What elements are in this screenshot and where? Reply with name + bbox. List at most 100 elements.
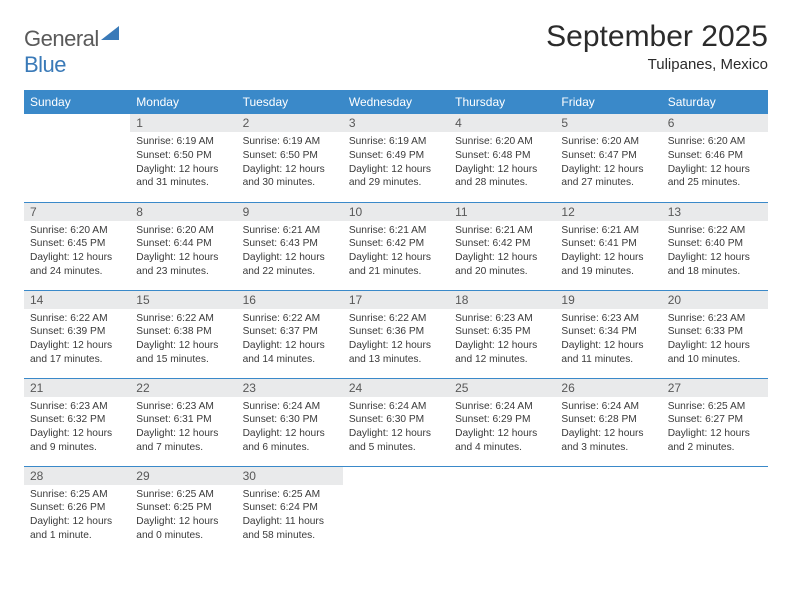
day-number-bar: 14 xyxy=(24,291,130,309)
sunrise-line: Sunrise: 6:23 AM xyxy=(668,312,762,326)
sunrise-line: Sunrise: 6:23 AM xyxy=(136,400,230,414)
day-detail: Sunrise: 6:24 AMSunset: 6:28 PMDaylight:… xyxy=(555,397,661,461)
daylight-line: Daylight: 12 hours and 14 minutes. xyxy=(243,339,337,367)
sunrise-line: Sunrise: 6:20 AM xyxy=(668,135,762,149)
day-number-bar xyxy=(24,114,130,132)
day-number-bar xyxy=(662,467,768,485)
sunrise-line: Sunrise: 6:24 AM xyxy=(243,400,337,414)
sunset-line: Sunset: 6:25 PM xyxy=(136,501,230,515)
sunrise-line: Sunrise: 6:24 AM xyxy=(349,400,443,414)
day-number-bar: 8 xyxy=(130,203,236,221)
calendar-cell: 10Sunrise: 6:21 AMSunset: 6:42 PMDayligh… xyxy=(343,202,449,290)
sunset-line: Sunset: 6:44 PM xyxy=(136,237,230,251)
calendar-cell: 30Sunrise: 6:25 AMSunset: 6:24 PMDayligh… xyxy=(237,466,343,554)
day-number-bar: 25 xyxy=(449,379,555,397)
sunset-line: Sunset: 6:35 PM xyxy=(455,325,549,339)
daylight-line: Daylight: 12 hours and 22 minutes. xyxy=(243,251,337,279)
sunrise-line: Sunrise: 6:20 AM xyxy=(30,224,124,238)
day-number-bar: 10 xyxy=(343,203,449,221)
sunrise-line: Sunrise: 6:21 AM xyxy=(349,224,443,238)
day-number-bar: 7 xyxy=(24,203,130,221)
day-detail: Sunrise: 6:22 AMSunset: 6:37 PMDaylight:… xyxy=(237,309,343,373)
sunrise-line: Sunrise: 6:22 AM xyxy=(243,312,337,326)
day-detail: Sunrise: 6:22 AMSunset: 6:38 PMDaylight:… xyxy=(130,309,236,373)
calendar-row: 21Sunrise: 6:23 AMSunset: 6:32 PMDayligh… xyxy=(24,378,768,466)
weekday-header: Friday xyxy=(555,90,661,114)
sunset-line: Sunset: 6:34 PM xyxy=(561,325,655,339)
calendar-cell: 24Sunrise: 6:24 AMSunset: 6:30 PMDayligh… xyxy=(343,378,449,466)
calendar-row: 14Sunrise: 6:22 AMSunset: 6:39 PMDayligh… xyxy=(24,290,768,378)
day-number-bar: 4 xyxy=(449,114,555,132)
sunrise-line: Sunrise: 6:19 AM xyxy=(243,135,337,149)
daylight-line: Daylight: 12 hours and 0 minutes. xyxy=(136,515,230,543)
calendar-cell: 15Sunrise: 6:22 AMSunset: 6:38 PMDayligh… xyxy=(130,290,236,378)
day-detail: Sunrise: 6:23 AMSunset: 6:35 PMDaylight:… xyxy=(449,309,555,373)
sunrise-line: Sunrise: 6:21 AM xyxy=(455,224,549,238)
day-detail: Sunrise: 6:25 AMSunset: 6:25 PMDaylight:… xyxy=(130,485,236,549)
daylight-line: Daylight: 12 hours and 15 minutes. xyxy=(136,339,230,367)
daylight-line: Daylight: 12 hours and 24 minutes. xyxy=(30,251,124,279)
sunset-line: Sunset: 6:42 PM xyxy=(455,237,549,251)
day-number-bar: 15 xyxy=(130,291,236,309)
sunrise-line: Sunrise: 6:21 AM xyxy=(561,224,655,238)
sunrise-line: Sunrise: 6:25 AM xyxy=(243,488,337,502)
daylight-line: Daylight: 12 hours and 19 minutes. xyxy=(561,251,655,279)
calendar-cell xyxy=(449,466,555,554)
day-number-bar: 22 xyxy=(130,379,236,397)
calendar-cell: 29Sunrise: 6:25 AMSunset: 6:25 PMDayligh… xyxy=(130,466,236,554)
sunrise-line: Sunrise: 6:22 AM xyxy=(30,312,124,326)
daylight-line: Daylight: 12 hours and 13 minutes. xyxy=(349,339,443,367)
calendar-cell xyxy=(555,466,661,554)
title-block: September 2025 Tulipanes, Mexico xyxy=(546,20,768,77)
sunrise-line: Sunrise: 6:21 AM xyxy=(243,224,337,238)
sunrise-line: Sunrise: 6:23 AM xyxy=(455,312,549,326)
sunset-line: Sunset: 6:32 PM xyxy=(30,413,124,427)
day-detail: Sunrise: 6:21 AMSunset: 6:43 PMDaylight:… xyxy=(237,221,343,285)
day-number-bar: 1 xyxy=(130,114,236,132)
sunrise-line: Sunrise: 6:24 AM xyxy=(561,400,655,414)
daylight-line: Daylight: 12 hours and 18 minutes. xyxy=(668,251,762,279)
day-detail: Sunrise: 6:20 AMSunset: 6:44 PMDaylight:… xyxy=(130,221,236,285)
sunrise-line: Sunrise: 6:19 AM xyxy=(136,135,230,149)
day-detail: Sunrise: 6:19 AMSunset: 6:49 PMDaylight:… xyxy=(343,132,449,196)
day-number-bar: 16 xyxy=(237,291,343,309)
sunset-line: Sunset: 6:33 PM xyxy=(668,325,762,339)
sunset-line: Sunset: 6:41 PM xyxy=(561,237,655,251)
sunrise-line: Sunrise: 6:23 AM xyxy=(561,312,655,326)
day-number-bar: 11 xyxy=(449,203,555,221)
calendar-table: Sunday Monday Tuesday Wednesday Thursday… xyxy=(24,90,768,554)
sunrise-line: Sunrise: 6:20 AM xyxy=(561,135,655,149)
day-detail: Sunrise: 6:24 AMSunset: 6:30 PMDaylight:… xyxy=(343,397,449,461)
day-number-bar: 20 xyxy=(662,291,768,309)
sunrise-line: Sunrise: 6:20 AM xyxy=(136,224,230,238)
header: General Blue September 2025 Tulipanes, M… xyxy=(24,20,768,78)
sunrise-line: Sunrise: 6:20 AM xyxy=(455,135,549,149)
sunrise-line: Sunrise: 6:22 AM xyxy=(349,312,443,326)
logo-triangle-icon xyxy=(101,26,119,40)
daylight-line: Daylight: 11 hours and 58 minutes. xyxy=(243,515,337,543)
calendar-cell: 28Sunrise: 6:25 AMSunset: 6:26 PMDayligh… xyxy=(24,466,130,554)
day-detail: Sunrise: 6:23 AMSunset: 6:31 PMDaylight:… xyxy=(130,397,236,461)
calendar-cell: 8Sunrise: 6:20 AMSunset: 6:44 PMDaylight… xyxy=(130,202,236,290)
day-number-bar xyxy=(343,467,449,485)
day-number-bar: 24 xyxy=(343,379,449,397)
calendar-cell: 1Sunrise: 6:19 AMSunset: 6:50 PMDaylight… xyxy=(130,114,236,202)
day-number-bar: 21 xyxy=(24,379,130,397)
logo-text-blue: Blue xyxy=(24,52,66,77)
day-detail: Sunrise: 6:21 AMSunset: 6:41 PMDaylight:… xyxy=(555,221,661,285)
logo: General Blue xyxy=(24,26,119,78)
daylight-line: Daylight: 12 hours and 30 minutes. xyxy=(243,163,337,191)
day-detail: Sunrise: 6:22 AMSunset: 6:36 PMDaylight:… xyxy=(343,309,449,373)
daylight-line: Daylight: 12 hours and 23 minutes. xyxy=(136,251,230,279)
month-title: September 2025 xyxy=(546,20,768,54)
weekday-header: Sunday xyxy=(24,90,130,114)
day-number-bar: 18 xyxy=(449,291,555,309)
day-detail: Sunrise: 6:19 AMSunset: 6:50 PMDaylight:… xyxy=(237,132,343,196)
calendar-cell: 20Sunrise: 6:23 AMSunset: 6:33 PMDayligh… xyxy=(662,290,768,378)
calendar-cell xyxy=(24,114,130,202)
sunset-line: Sunset: 6:45 PM xyxy=(30,237,124,251)
sunset-line: Sunset: 6:29 PM xyxy=(455,413,549,427)
daylight-line: Daylight: 12 hours and 12 minutes. xyxy=(455,339,549,367)
day-number-bar: 6 xyxy=(662,114,768,132)
sunrise-line: Sunrise: 6:22 AM xyxy=(668,224,762,238)
